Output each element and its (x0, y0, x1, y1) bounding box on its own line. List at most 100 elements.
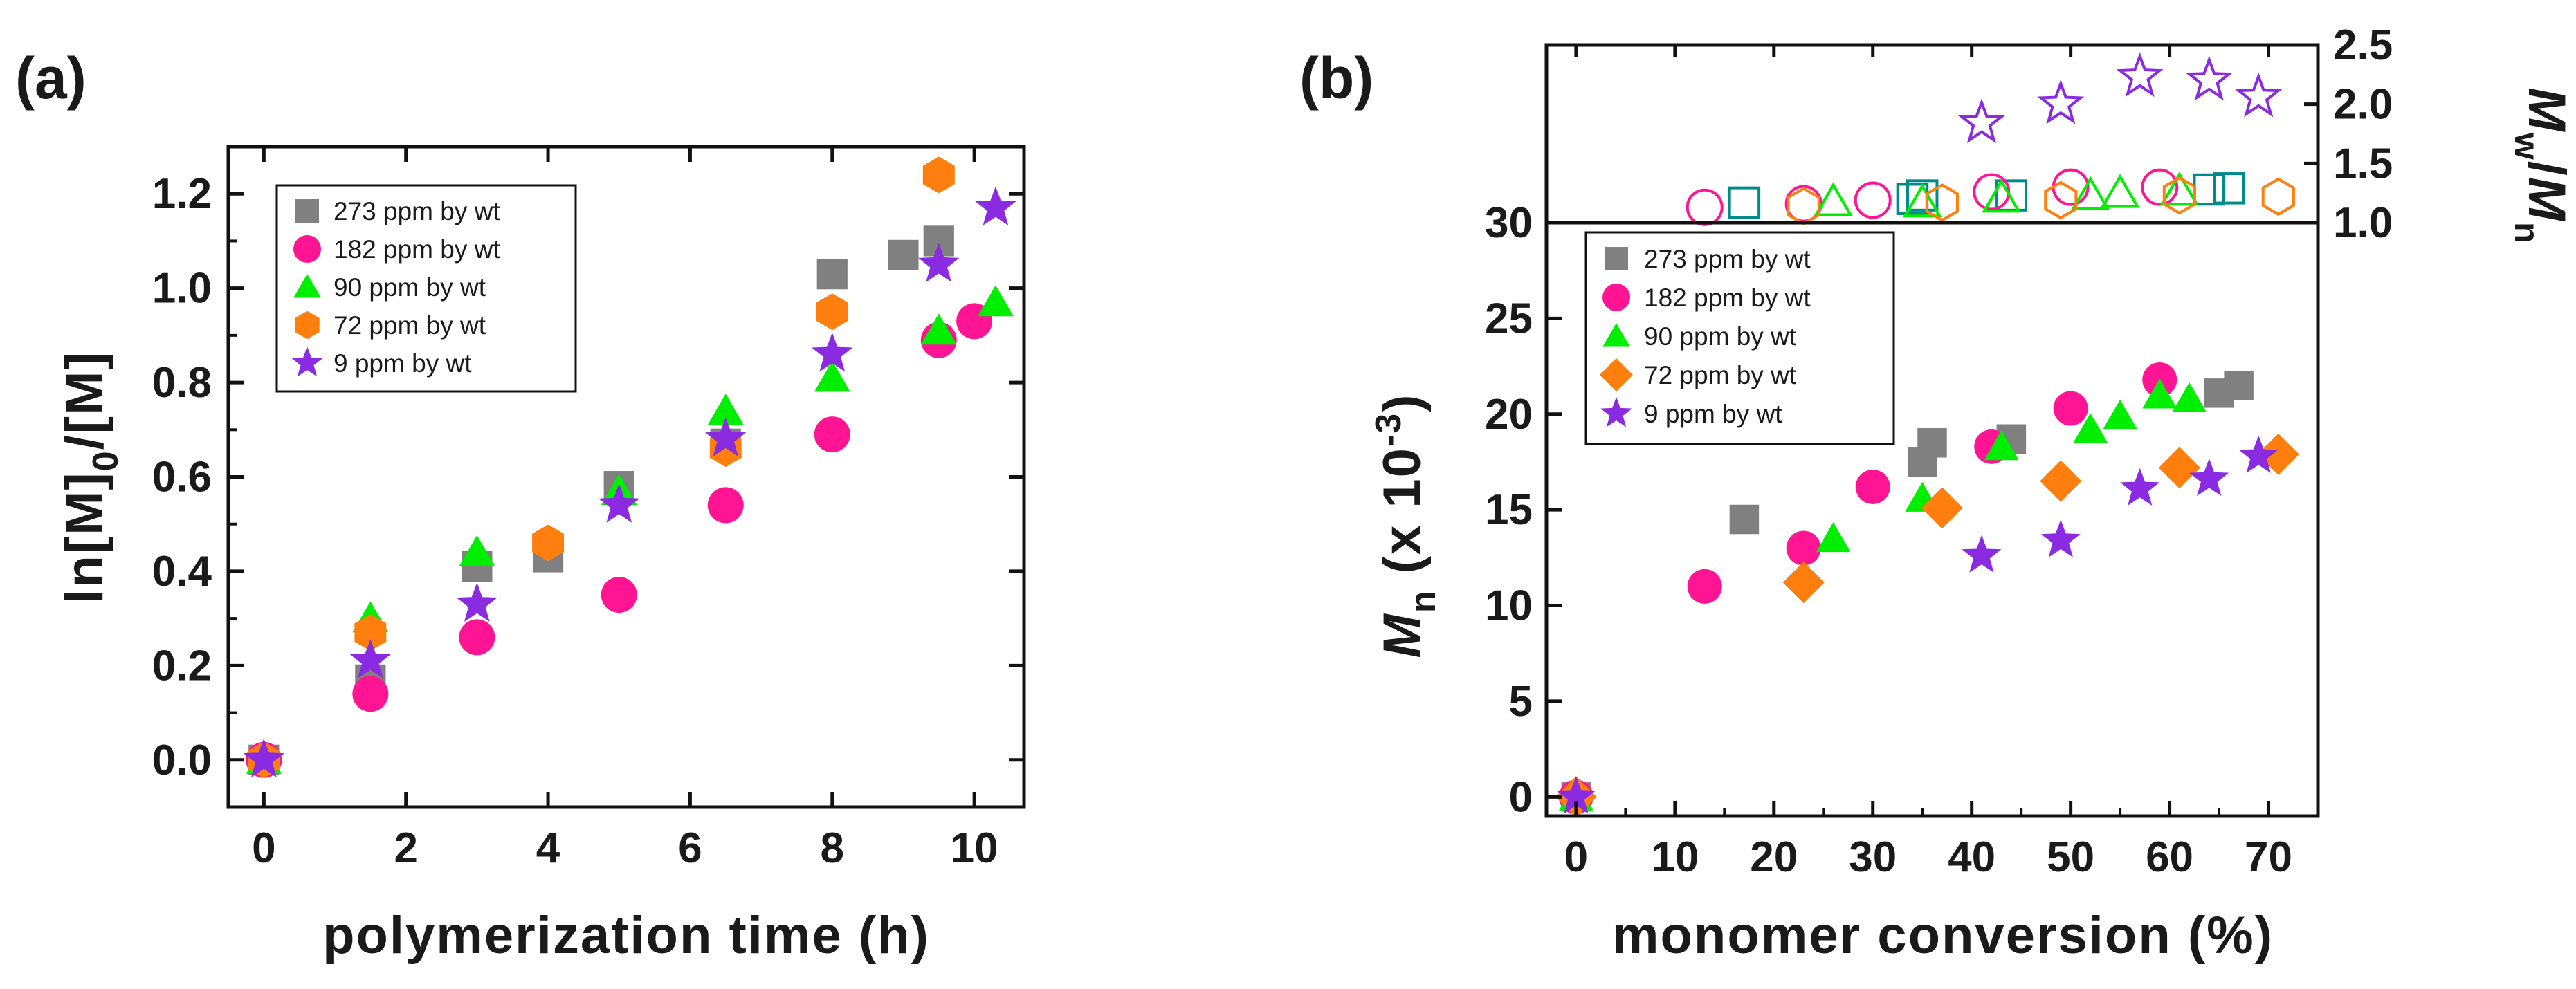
chart-b-lower-point-s2-3 (1984, 430, 2019, 461)
chart-b-upper-point-s2-2 (1982, 178, 2021, 213)
chart-a-ticks: 0 2 4 6 8 10 0.0 0.2 0.4 0.6 0.8 1.0 1.2 (152, 147, 1024, 872)
chart-b-upper-point-s0-0 (1728, 186, 1761, 219)
chart-a-point-s2-7 (978, 285, 1014, 317)
chart-a-point-s3-1 (354, 614, 387, 651)
chart-b-lower-point-s2-6 (2142, 378, 2177, 409)
chart-b-xtick-label: 20 (1750, 833, 1798, 881)
chart-b-lower-point-s3-1 (1782, 562, 1825, 604)
chart-a-point-s4-4 (705, 417, 747, 457)
chart-b-legend-label-4: 9 ppm by wt (1644, 400, 1782, 428)
chart-b-xtick-label: 50 (2047, 833, 2094, 881)
chart-b-upper-point-s1-5 (2141, 168, 2179, 206)
chart-b-upper-ytick-label: 2.5 (2333, 21, 2393, 69)
chart-a-point-s1-2 (459, 619, 495, 656)
chart-b-lower-point-s1-2 (1786, 530, 1821, 566)
chart-a-point-s4-5 (812, 332, 853, 372)
chart-a-ytick-label: 0.8 (152, 359, 212, 407)
chart-b-xtick-label: 10 (1651, 833, 1699, 881)
chart-a-point-s1-3 (601, 577, 637, 613)
chart-a-point-s4-6 (918, 243, 960, 282)
chart-a-xlabel: polymerization time (h) (322, 906, 930, 965)
chart-b-upper-point-s3-0 (1787, 187, 1820, 225)
chart-a-ytick-label: 1.2 (152, 170, 212, 218)
chart-b-upper-point-s2-0 (1814, 182, 1853, 216)
chart-a-point-s4-1 (349, 639, 391, 678)
chart-b-upper-point-s4-1 (2037, 79, 2085, 124)
chart-a-point-s1-5 (814, 416, 850, 453)
chart-b-frame (1544, 43, 2320, 818)
chart-b-lower-ytick-label: 10 (1485, 582, 1533, 630)
chart-a-ylabel-main: ln[M] (55, 471, 114, 603)
chart-b-upper-point-s3-2 (2044, 181, 2078, 220)
chart-a-legend: 273 ppm by wt 182 ppm by wt 90 ppm by wt 72… (275, 184, 577, 393)
chart-b-lower-point-s0-3 (1917, 428, 1947, 458)
chart-b-lower-ytick-label: 0 (1509, 773, 1533, 821)
chart-b-lower-ytick-label: 30 (1485, 199, 1533, 247)
chart-b-lower-point-s4-3 (2120, 468, 2160, 506)
chart-b-upper-marks (1686, 52, 2295, 226)
chart-a-xtick-label: 10 (951, 824, 998, 872)
chart-b-lower-point-s0-1 (1729, 504, 1760, 535)
chart-b-upper-ylabel-s1: w (2508, 132, 2546, 161)
chart-b-lower-point-s2-7 (2172, 382, 2207, 412)
chart-a-ytick-label: 0.6 (152, 454, 212, 501)
chart-b-lower-ylabel-close: ) (1373, 394, 1432, 412)
chart-a-ytick-label: 0.2 (152, 642, 212, 690)
chart-b-legend-box (1584, 231, 1895, 445)
chart-b-upper-point-s0-4 (2193, 173, 2226, 206)
chart-a-point-s2-5 (814, 360, 850, 392)
chart-b-upper-ylabel: Mw/Mn (2508, 87, 2576, 244)
chart-a-legend-marker-2 (293, 274, 321, 298)
chart-b-lower-ylabel-sub: n (1403, 589, 1443, 613)
chart-b-upper-ytick-label: 2.0 (2333, 81, 2393, 129)
chart-a-ylabel-rest: /[M] (55, 351, 114, 450)
chart-b-upper-point-s2-3 (2070, 176, 2110, 210)
chart-b-lower-ylabel: Mn (x 10-3) (1369, 394, 1443, 658)
chart-a-xtick-label: 4 (536, 824, 560, 872)
chart-b-upper-point-s2-1 (1902, 183, 1942, 218)
chart-b-upper-point-s2-5 (2159, 172, 2200, 206)
chart-a-xtick-label: 8 (821, 824, 844, 872)
chart-b-upper-point-s3-3 (2162, 176, 2196, 215)
chart-panel-a: 0 2 4 6 8 10 0.0 0.2 0.4 0.6 0.8 1.0 1.2 273 ppm by … (55, 145, 1026, 965)
chart-a-legend-marker-0 (295, 199, 319, 223)
chart-b-upper-point-s4-0 (1957, 98, 2006, 144)
chart-a-point-s4-7 (975, 186, 1016, 225)
chart-a-ylabel: ln[M]0/[M] (55, 351, 126, 603)
chart-b-legend-label-1: 182 ppm by wt (1644, 284, 1811, 312)
chart-a-xtick-label: 2 (394, 824, 417, 872)
chart-b-upper-point-s3-4 (2261, 177, 2295, 216)
chart-b-xtick-label: 40 (1948, 833, 1995, 881)
chart-b-legend-label-3: 72 ppm by wt (1644, 361, 1797, 389)
chart-b-upper-point-s4-3 (2185, 55, 2233, 101)
chart-b-xtick-label: 70 (2245, 833, 2292, 881)
chart-b-xlabel: monomer conversion (%) (1612, 906, 2274, 965)
chart-b-legend-marker-4 (1600, 397, 1632, 427)
chart-b-legend-label-0: 273 ppm by wt (1644, 245, 1811, 273)
chart-b-lower-point-s2-5 (2103, 399, 2137, 429)
chart-b-lower-ytick-label: 20 (1485, 391, 1533, 438)
chart-a-legend-label-3: 72 ppm by wt (334, 311, 486, 340)
chart-a-xtick-label: 6 (678, 824, 702, 872)
chart-a-point-s4-0 (243, 738, 284, 777)
chart-a-point-s3-2 (532, 524, 564, 562)
chart-a-point-s4-3 (599, 483, 640, 523)
chart-a-legend-marker-3 (295, 311, 320, 340)
chart-a-point-s2-4 (707, 394, 744, 425)
chart-a-point-s0-7 (888, 239, 919, 270)
chart-b-lower-point-s3-2 (1921, 487, 1963, 529)
chart-b-upper-point-s4-4 (2235, 72, 2283, 118)
chart-a-legend-marker-1 (293, 235, 321, 263)
chart-a-point-s3-5 (922, 156, 955, 194)
chart-b-ticks: 0 10 20 30 40 50 60 70 0 5 10 15 20 25 30 1.0 1.5 2.0 2.5 (1485, 21, 2393, 881)
chart-b-upper-ylabel-s2: n (2508, 222, 2546, 245)
chart-b-upper-ylabel-slash: / (2517, 161, 2576, 177)
chart-b-xtick-label: 0 (1564, 833, 1588, 881)
chart-b-lower-ylabel-sup: -3 (1369, 412, 1409, 447)
chart-a-point-s0-6 (816, 259, 848, 290)
chart-b-lower-ytick-label: 25 (1485, 295, 1533, 342)
chart-b-lower-ylabel-main: M (1373, 613, 1432, 658)
chart-a-point-s2-2 (459, 535, 495, 566)
chart-b-lower-point-s2-1 (1816, 521, 1851, 553)
